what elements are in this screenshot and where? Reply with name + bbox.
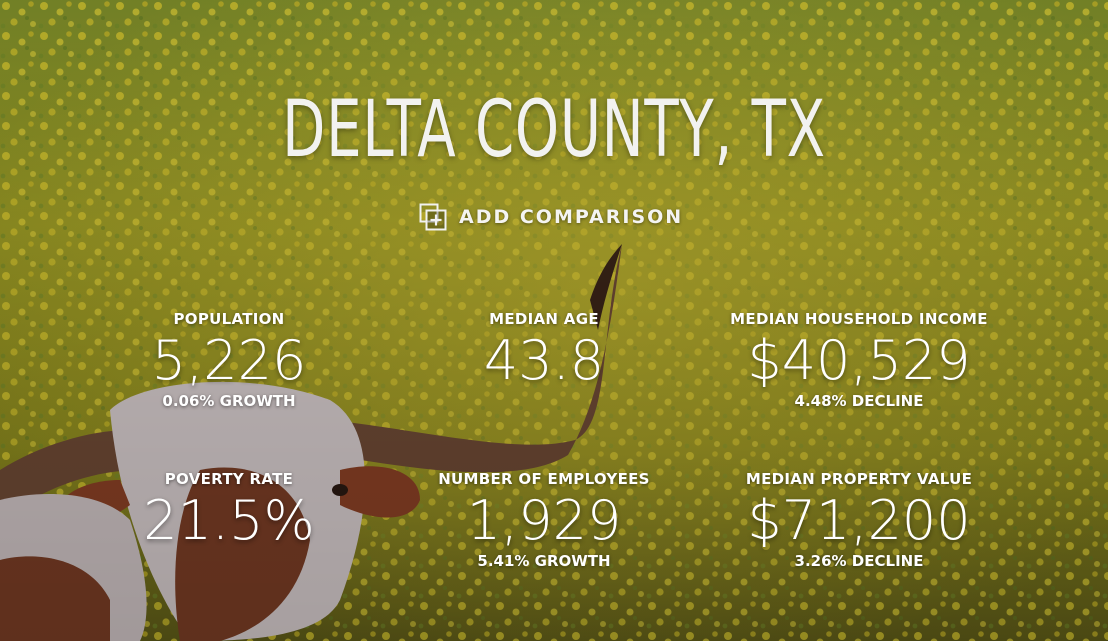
stat-value: 43.8 (483, 329, 605, 392)
stat-median-age: MEDIAN AGE 43.8 (374, 310, 714, 392)
stat-label: NUMBER OF EMPLOYEES (438, 470, 650, 488)
stat-label: MEDIAN AGE (489, 310, 599, 328)
add-comparison-label: ADD COMPARISON (459, 206, 684, 228)
stat-change: 5.41% GROWTH (477, 552, 611, 570)
stat-value: $71,200 (747, 489, 971, 552)
stat-poverty-rate: POVERTY RATE 21.5% (59, 470, 399, 552)
add-comparison-icon (419, 203, 447, 231)
stat-value: 1,929 (466, 489, 622, 552)
stat-value: 21.5% (143, 489, 315, 552)
stat-population: POPULATION 5,226 0.06% GROWTH (59, 310, 399, 410)
stat-label: MEDIAN HOUSEHOLD INCOME (730, 310, 988, 328)
stat-label: POVERTY RATE (164, 470, 294, 488)
stat-change: 4.48% DECLINE (794, 392, 924, 410)
stat-value: $40,529 (747, 329, 971, 392)
stat-number-of-employees: NUMBER OF EMPLOYEES 1,929 5.41% GROWTH (374, 470, 714, 570)
add-comparison-button[interactable]: ADD COMPARISON (419, 202, 683, 232)
stat-change: 3.26% DECLINE (794, 552, 924, 570)
page-title: DELTA COUNTY, TX (282, 85, 826, 175)
stat-label: MEDIAN PROPERTY VALUE (745, 470, 973, 488)
stat-median-property-value: MEDIAN PROPERTY VALUE $71,200 3.26% DECL… (689, 470, 1029, 570)
stat-value: 5,226 (151, 329, 307, 392)
stat-median-household-income: MEDIAN HOUSEHOLD INCOME $40,529 4.48% DE… (689, 310, 1029, 410)
stat-change: 0.06% GROWTH (162, 392, 296, 410)
stat-label: POPULATION (173, 310, 285, 328)
